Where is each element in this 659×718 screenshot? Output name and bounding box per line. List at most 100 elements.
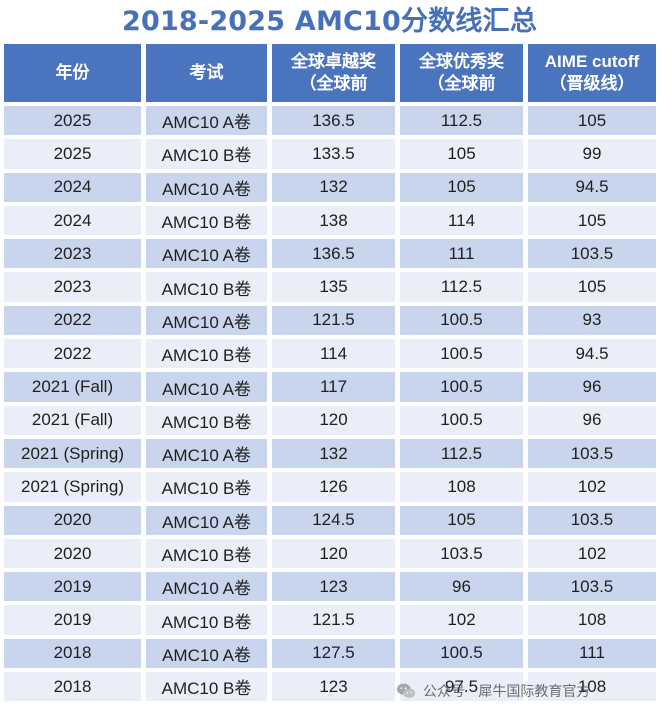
cell-year: 2023 xyxy=(4,239,141,269)
header-distinction: 全球卓越奖 （全球前 xyxy=(272,44,395,102)
header-year-label: 年份 xyxy=(55,63,90,82)
cell-aime: 105 xyxy=(528,205,656,236)
cell-distinction: 132 xyxy=(272,438,395,469)
cell-distinction: 123 xyxy=(272,672,395,702)
header-distinction-line2: （全球前 xyxy=(299,74,368,93)
cell-distinction: 126 xyxy=(272,472,395,502)
cell-aime: 103.5 xyxy=(528,572,656,602)
table-row: 2021 (Spring) AMC10 B卷 126 108 102 xyxy=(4,472,656,502)
table-row: 2021 (Spring) AMC10 A卷 132 112.5 103.5 xyxy=(4,438,656,469)
cell-exam: AMC10 B卷 xyxy=(146,472,267,502)
cell-aime: 94.5 xyxy=(528,172,656,202)
cell-distinction: 124.5 xyxy=(272,505,395,535)
cell-distinction: 136.5 xyxy=(272,106,395,136)
cell-honor: 100.5 xyxy=(400,305,523,336)
cell-exam: AMC10 B卷 xyxy=(146,339,267,369)
cell-year: 2019 xyxy=(4,572,141,602)
cell-honor: 100.5 xyxy=(400,372,523,402)
cell-exam: AMC10 B卷 xyxy=(146,139,267,169)
header-honor-line1: 全球优秀奖 xyxy=(419,52,504,71)
cell-distinction: 120 xyxy=(272,538,395,569)
cell-year: 2022 xyxy=(4,339,141,369)
watermark: 公众号 · 犀牛国际教育官方 xyxy=(395,680,590,702)
cell-honor: 114 xyxy=(400,205,523,236)
cell-honor: 96 xyxy=(400,572,523,602)
header-honor-line2: （全球前 xyxy=(427,74,496,93)
cell-distinction: 132 xyxy=(272,172,395,202)
cell-year: 2021 (Spring) xyxy=(4,472,141,502)
cell-distinction: 117 xyxy=(272,372,395,402)
cell-exam: AMC10 A卷 xyxy=(146,106,267,136)
wechat-icon xyxy=(396,683,416,699)
cell-year: 2021 (Fall) xyxy=(4,405,141,435)
header-exam-label: 考试 xyxy=(189,63,224,82)
cell-exam: AMC10 A卷 xyxy=(146,505,267,535)
cell-exam: AMC10 A卷 xyxy=(146,438,267,469)
table-header-row: 年份 考试 全球卓越奖 （全球前 全球优秀奖 （全球前 AIME cutoff … xyxy=(4,44,656,102)
cell-aime: 108 xyxy=(528,672,656,702)
cell-distinction: 138 xyxy=(272,205,395,236)
cell-exam: AMC10 A卷 xyxy=(146,638,267,669)
cell-distinction: 136.5 xyxy=(272,239,395,269)
table-row: 2019 AMC10 A卷 123 96 103.5 xyxy=(4,572,656,602)
table-row: 2021 (Fall) AMC10 A卷 117 100.5 96 xyxy=(4,372,656,402)
cell-exam: AMC10 B卷 xyxy=(146,205,267,236)
cell-distinction: 120 xyxy=(272,405,395,435)
header-aime-cutoff: AIME cutoff （晋级线） xyxy=(528,44,656,102)
cell-exam: AMC10 B卷 xyxy=(146,605,267,635)
cell-honor: 100.5 xyxy=(400,339,523,369)
cell-aime: 103.5 xyxy=(528,239,656,269)
cell-honor: 105 xyxy=(400,505,523,535)
cell-honor: 111 xyxy=(400,239,523,269)
cell-honor: 102 xyxy=(400,605,523,635)
cell-aime: 103.5 xyxy=(528,438,656,469)
cell-honor: 100.5 xyxy=(400,405,523,435)
header-aime-line2: （晋级线） xyxy=(549,74,635,93)
cell-year: 2019 xyxy=(4,605,141,635)
cell-honor: 105 xyxy=(400,172,523,202)
cell-honor: 105 xyxy=(400,139,523,169)
cell-exam: AMC10 B卷 xyxy=(146,272,267,302)
table-row: 2022 AMC10 A卷 121.5 100.5 93 xyxy=(4,305,656,336)
cell-honor: 112.5 xyxy=(400,106,523,136)
cell-exam: AMC10 A卷 xyxy=(146,372,267,402)
cell-aime: 94.5 xyxy=(528,339,656,369)
cell-exam: AMC10 A卷 xyxy=(146,572,267,602)
header-exam: 考试 xyxy=(146,44,267,102)
cell-exam: AMC10 A卷 xyxy=(146,172,267,202)
table-row: 2024 AMC10 A卷 132 105 94.5 xyxy=(4,172,656,202)
cell-year: 2023 xyxy=(4,272,141,302)
table-row: 2020 AMC10 A卷 124.5 105 103.5 xyxy=(4,505,656,535)
cell-distinction: 133.5 xyxy=(272,139,395,169)
table-row: 2018 AMC10 A卷 127.5 100.5 111 xyxy=(4,638,656,669)
header-honor-roll: 全球优秀奖 （全球前 xyxy=(400,44,523,102)
score-table: 年份 考试 全球卓越奖 （全球前 全球优秀奖 （全球前 AIME cutoff … xyxy=(4,44,656,705)
cell-year: 2025 xyxy=(4,139,141,169)
table-row: 2022 AMC10 B卷 114 100.5 94.5 xyxy=(4,339,656,369)
cell-distinction: 121.5 xyxy=(272,305,395,336)
watermark-text: 公众号 · 犀牛国际教育官方 xyxy=(423,684,591,700)
cell-honor: 103.5 xyxy=(400,538,523,569)
cell-year: 2021 (Fall) xyxy=(4,372,141,402)
cell-exam: AMC10 A卷 xyxy=(146,305,267,336)
header-aime-line1: AIME cutoff xyxy=(544,52,640,71)
cell-distinction: 123 xyxy=(272,572,395,602)
cell-year: 2022 xyxy=(4,305,141,336)
cell-aime: 105 xyxy=(528,272,656,302)
table-row: 2018 AMC10 B卷 123 97.5 108 xyxy=(4,672,656,702)
cell-aime: 102 xyxy=(528,538,656,569)
cell-aime: 99 xyxy=(528,139,656,169)
cell-year: 2020 xyxy=(4,538,141,569)
table-row: 2021 (Fall) AMC10 B卷 120 100.5 96 xyxy=(4,405,656,435)
cell-distinction: 121.5 xyxy=(272,605,395,635)
cell-aime: 96 xyxy=(528,372,656,402)
cell-aime: 103.5 xyxy=(528,505,656,535)
cell-aime: 111 xyxy=(528,638,656,669)
header-distinction-line1: 全球卓越奖 xyxy=(291,52,376,71)
cell-aime: 108 xyxy=(528,605,656,635)
cell-year: 2021 (Spring) xyxy=(4,438,141,469)
cell-exam: AMC10 B卷 xyxy=(146,538,267,569)
cell-honor: 100.5 xyxy=(400,638,523,669)
cell-distinction: 114 xyxy=(272,339,395,369)
cell-distinction: 127.5 xyxy=(272,638,395,669)
